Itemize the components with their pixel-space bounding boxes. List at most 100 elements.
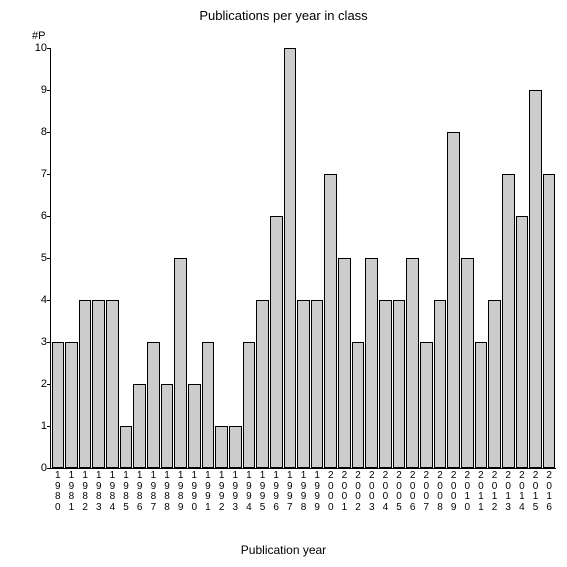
y-tick-mark	[47, 426, 51, 427]
bar	[365, 258, 378, 468]
bar	[502, 174, 515, 468]
x-tick-label: 2012	[488, 468, 501, 513]
bar	[215, 426, 228, 468]
y-tick-label: 8	[27, 126, 47, 138]
y-tick-label: 6	[27, 210, 47, 222]
y-tick-mark	[47, 468, 51, 469]
x-tick-label: 2015	[529, 468, 542, 513]
bar	[447, 132, 460, 468]
bar	[92, 300, 105, 468]
x-tick-label: 1997	[284, 468, 297, 513]
bar	[52, 342, 65, 468]
x-tick-label: 2000	[324, 468, 337, 513]
bar	[188, 384, 201, 468]
bar	[256, 300, 269, 468]
bar	[516, 216, 529, 468]
x-tick-label: 2009	[447, 468, 460, 513]
bar	[65, 342, 78, 468]
x-tick-label: 1998	[297, 468, 310, 513]
bar	[461, 258, 474, 468]
y-axis-label: #P	[32, 30, 45, 42]
y-tick-mark	[47, 300, 51, 301]
x-tick-label: 2005	[393, 468, 406, 513]
y-tick-mark	[47, 342, 51, 343]
y-tick-mark	[47, 132, 51, 133]
x-tick-label: 2006	[406, 468, 419, 513]
bar	[297, 300, 310, 468]
y-tick-label: 4	[27, 294, 47, 306]
bar	[352, 342, 365, 468]
x-tick-label: 2002	[352, 468, 365, 513]
bar	[229, 426, 242, 468]
x-tick-label: 2011	[475, 468, 488, 513]
y-tick-mark	[47, 216, 51, 217]
bar	[133, 384, 146, 468]
bar	[161, 384, 174, 468]
y-tick-label: 5	[27, 252, 47, 264]
bar	[120, 426, 133, 468]
y-tick-label: 10	[27, 42, 47, 54]
bar	[79, 300, 92, 468]
bar	[420, 342, 433, 468]
bar	[529, 90, 542, 468]
y-tick-label: 1	[27, 420, 47, 432]
y-tick-label: 2	[27, 378, 47, 390]
y-tick-mark	[47, 174, 51, 175]
bar	[147, 342, 160, 468]
bar	[270, 216, 283, 468]
x-tick-label: 2001	[338, 468, 351, 513]
x-tick-label: 1987	[147, 468, 160, 513]
y-tick-mark	[47, 48, 51, 49]
y-tick-label: 0	[27, 462, 47, 474]
bar	[174, 258, 187, 468]
chart-container: Publications per year in class #P 012345…	[0, 0, 567, 567]
bar	[338, 258, 351, 468]
bar	[243, 342, 256, 468]
x-tick-label: 2007	[420, 468, 433, 513]
x-tick-label: 1995	[256, 468, 269, 513]
bar	[284, 48, 297, 468]
bar	[202, 342, 215, 468]
x-tick-label: 1984	[106, 468, 119, 513]
x-axis-label: Publication year	[0, 543, 567, 557]
bar	[393, 300, 406, 468]
bar	[324, 174, 337, 468]
x-tick-label: 1991	[202, 468, 215, 513]
bar	[543, 174, 556, 468]
x-tick-label: 2013	[502, 468, 515, 513]
x-tick-label: 1993	[229, 468, 242, 513]
x-tick-label: 1980	[52, 468, 65, 513]
x-tick-label: 2004	[379, 468, 392, 513]
x-tick-label: 2014	[516, 468, 529, 513]
plot-area: 0123456789101980198119821983198419851986…	[50, 48, 556, 469]
x-tick-label: 1992	[215, 468, 228, 513]
x-tick-label: 2016	[543, 468, 556, 513]
x-tick-label: 1990	[188, 468, 201, 513]
bar	[406, 258, 419, 468]
x-tick-label: 1988	[161, 468, 174, 513]
bars-group	[51, 48, 556, 468]
y-tick-mark	[47, 90, 51, 91]
x-tick-label: 1994	[243, 468, 256, 513]
x-tick-label: 1982	[79, 468, 92, 513]
y-tick-label: 3	[27, 336, 47, 348]
bar	[488, 300, 501, 468]
x-tick-label: 1989	[174, 468, 187, 513]
x-tick-label: 1986	[133, 468, 146, 513]
chart-title: Publications per year in class	[0, 8, 567, 23]
x-tick-label: 1985	[120, 468, 133, 513]
x-tick-label: 1983	[92, 468, 105, 513]
bar	[434, 300, 447, 468]
y-tick-label: 9	[27, 84, 47, 96]
x-tick-label: 1996	[270, 468, 283, 513]
y-tick-mark	[47, 384, 51, 385]
x-tick-label: 2010	[461, 468, 474, 513]
bar	[379, 300, 392, 468]
bar	[311, 300, 324, 468]
y-tick-label: 7	[27, 168, 47, 180]
x-tick-label: 1999	[311, 468, 324, 513]
x-tick-label: 2008	[434, 468, 447, 513]
bar	[106, 300, 119, 468]
x-tick-label: 2003	[365, 468, 378, 513]
x-tick-label: 1981	[65, 468, 78, 513]
